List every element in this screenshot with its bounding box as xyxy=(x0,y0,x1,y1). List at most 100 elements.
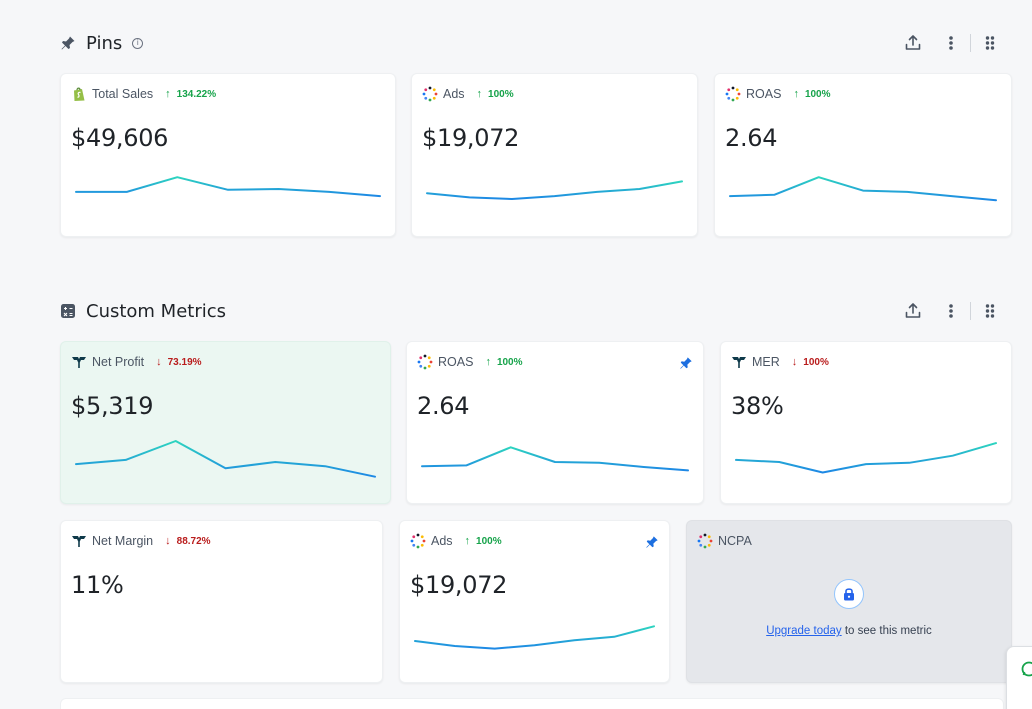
more-options-button[interactable] xyxy=(937,29,965,57)
sparkline-series xyxy=(421,446,689,472)
arrow-down-icon: ↓ xyxy=(156,356,162,368)
delta-badge: ↑ 100% xyxy=(793,88,830,100)
next-card xyxy=(60,698,1004,709)
triple-whale-icon xyxy=(72,357,86,368)
upgrade-message: Upgrade today to see this metric xyxy=(766,625,932,637)
sparkline xyxy=(426,180,683,200)
metric-card-ads-custom[interactable]: Ads ↑ 100% $19,072 xyxy=(399,520,670,683)
metric-card-roas[interactable]: ROAS ↑ 100% 2.64 xyxy=(714,73,1012,237)
sparkline-series xyxy=(426,180,683,200)
divider xyxy=(970,34,971,52)
delta-badge: ↓ 100% xyxy=(792,356,829,368)
metric-value: 11% xyxy=(71,571,124,599)
lock-icon xyxy=(844,588,854,601)
metric-card-total-sales[interactable]: Total Sales ↑ 134.22% $49,606 xyxy=(60,73,396,237)
sparkline xyxy=(75,440,376,478)
metric-value: 2.64 xyxy=(725,124,778,152)
metric-value: $49,606 xyxy=(71,124,169,152)
pin-icon[interactable] xyxy=(679,356,693,370)
pin-section-icon xyxy=(61,36,75,50)
arrow-down-icon: ↓ xyxy=(165,535,171,547)
export-button[interactable] xyxy=(899,297,927,325)
pin-icon[interactable] xyxy=(645,535,659,549)
delta-badge: ↑ 134.22% xyxy=(165,88,216,100)
metric-label: Net Profit xyxy=(92,355,145,369)
drag-handle[interactable] xyxy=(976,29,1004,57)
drag-handle[interactable] xyxy=(976,297,1004,325)
arrow-up-icon: ↑ xyxy=(165,88,171,100)
delta-badge: ↓ 73.19% xyxy=(156,356,201,368)
card-header: NCPA xyxy=(697,533,752,549)
sparkline xyxy=(421,446,689,472)
delta-badge: ↓ 88.72% xyxy=(165,535,210,547)
shopify-icon xyxy=(74,87,85,101)
sparkline-series xyxy=(729,176,997,202)
delta-value: 134.22% xyxy=(176,88,217,100)
arrow-up-icon: ↑ xyxy=(793,88,799,100)
sparkline xyxy=(735,442,997,474)
lock-badge xyxy=(834,579,864,609)
whatsapp-icon xyxy=(1021,661,1032,677)
delta-badge: ↑ 100% xyxy=(485,356,522,368)
delta-value: 100% xyxy=(803,356,829,368)
metric-value: 2.64 xyxy=(417,392,470,420)
sparkline-series xyxy=(75,440,376,478)
triple-whale-icon xyxy=(72,536,86,547)
pins-header: Pins i xyxy=(60,29,1020,57)
metric-card-net-margin[interactable]: Net Margin ↓ 88.72% 11% xyxy=(60,520,383,683)
metric-label: Ads xyxy=(443,87,465,101)
sparkline xyxy=(729,176,997,202)
metric-card-roas-custom[interactable]: ROAS ↑ 100% 2.64 xyxy=(406,341,704,504)
card-header: Total Sales ↑ 134.22% xyxy=(71,86,216,102)
custom-metrics-title: Custom Metrics xyxy=(86,300,227,322)
metric-card-mer[interactable]: MER ↓ 100% 38% xyxy=(720,341,1012,504)
metric-label: NCPA xyxy=(718,534,752,548)
pins-title: Pins xyxy=(86,32,123,54)
metric-label: Net Margin xyxy=(92,534,154,548)
metric-label: Total Sales xyxy=(92,87,154,101)
ads-icon xyxy=(422,86,438,102)
sparkline-series xyxy=(735,442,997,474)
arrow-up-icon: ↑ xyxy=(485,356,491,368)
drag-grid-icon xyxy=(985,304,995,318)
card-header: Ads ↑ 100% xyxy=(422,86,514,102)
arrow-up-icon: ↑ xyxy=(464,535,471,547)
upgrade-link[interactable]: Upgrade today xyxy=(766,625,842,637)
metric-label: ROAS xyxy=(438,355,474,369)
more-options-button[interactable] xyxy=(937,297,965,325)
metric-value: $19,072 xyxy=(410,571,508,599)
metric-value: 38% xyxy=(731,392,784,420)
delta-value: 73.19% xyxy=(167,356,202,368)
ads-icon xyxy=(697,533,713,549)
card-header: MER ↓ 100% xyxy=(731,354,829,370)
upgrade-text: to see this metric xyxy=(841,625,932,637)
export-button[interactable] xyxy=(899,29,927,57)
sparkline-series xyxy=(75,176,381,198)
info-icon[interactable]: i xyxy=(132,37,144,49)
calculator-icon xyxy=(61,304,75,318)
upload-icon xyxy=(905,303,921,318)
metric-card-net-profit[interactable]: Net Profit ↓ 73.19% $5,319 xyxy=(60,341,391,504)
chat-widget[interactable] xyxy=(1006,646,1032,709)
metric-label: ROAS xyxy=(746,87,782,101)
metric-card-ncpa[interactable]: NCPA Upgrade today to see this metric xyxy=(686,520,1012,683)
metric-label: MER xyxy=(752,355,780,369)
custom-metrics-header: Custom Metrics xyxy=(60,297,1020,325)
kebab-icon xyxy=(949,304,953,318)
card-header: Net Margin ↓ 88.72% xyxy=(71,533,211,549)
metric-value: $19,072 xyxy=(422,124,520,152)
arrow-down-icon: ↓ xyxy=(791,356,798,368)
locked-overlay: Upgrade today to see this metric xyxy=(687,579,1011,637)
delta-value: 100% xyxy=(476,535,502,547)
metric-value: $5,319 xyxy=(71,392,154,420)
ads-icon xyxy=(417,354,433,370)
metric-card-ads[interactable]: Ads ↑ 100% $19,072 xyxy=(411,73,698,237)
upload-icon xyxy=(905,35,921,50)
delta-value: 88.72% xyxy=(176,535,211,547)
metric-label: Ads xyxy=(431,534,453,548)
delta-value: 100% xyxy=(804,88,831,100)
triple-whale-icon xyxy=(732,357,746,368)
drag-grid-icon xyxy=(985,36,995,50)
sparkline xyxy=(414,625,655,650)
ads-icon xyxy=(410,533,426,549)
